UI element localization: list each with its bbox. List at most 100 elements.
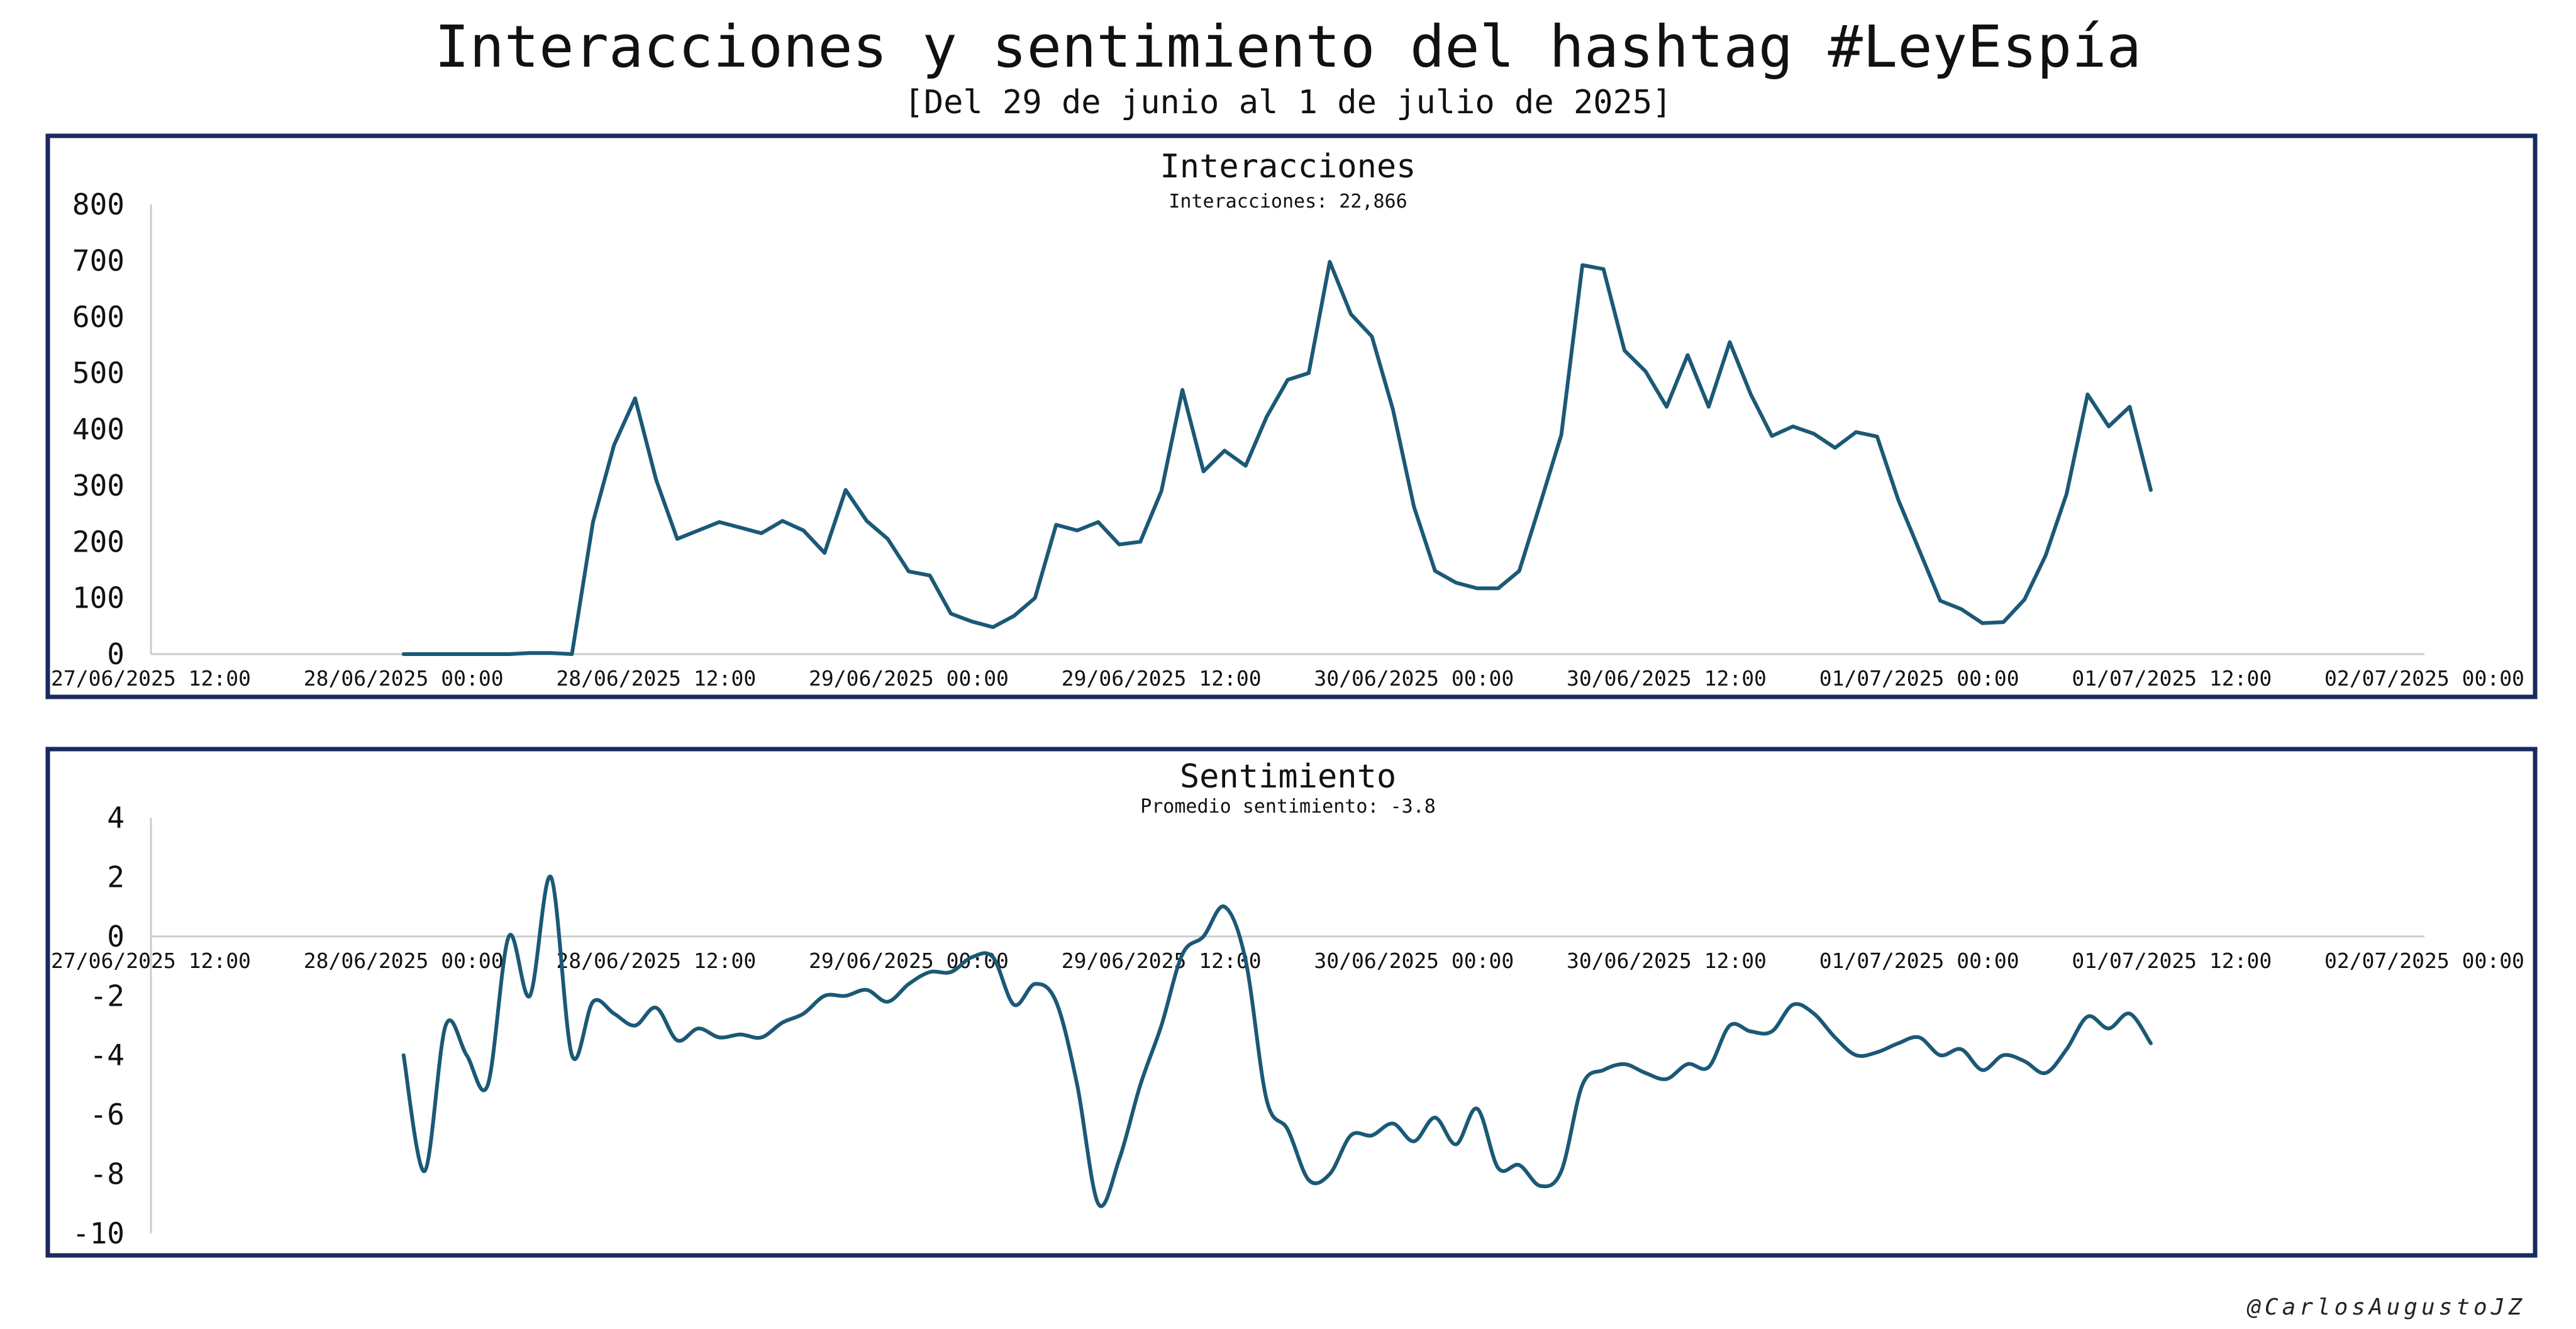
x-tick-label: 28/06/2025 00:00 [304,666,504,691]
data-point [970,620,973,623]
y-tick-label: -10 [72,1216,125,1250]
data-point [2045,1072,2046,1074]
data-point [1307,372,1310,374]
data-point [1497,1167,1499,1169]
data-point [1792,425,1794,428]
x-tick-label: 30/06/2025 00:00 [1314,666,1514,691]
y-tick-label: -8 [90,1157,125,1191]
data-point [1581,1084,1584,1086]
data-point [1181,389,1184,391]
data-point [676,1039,679,1042]
data-point [1265,416,1268,418]
data-point [1076,529,1079,531]
y-tick-label: -6 [90,1098,125,1132]
data-point [2150,1042,2152,1045]
data-point [1497,587,1499,589]
data-point [2002,621,2005,623]
sentiment-series [401,874,2153,1208]
data-point [1750,1030,1752,1033]
y-tick-label: -4 [90,1038,125,1072]
y-tick-label: 200 [72,525,125,559]
data-point [1518,1164,1521,1166]
data-point [1434,570,1436,572]
data-point [1055,1001,1057,1003]
data-point [465,653,468,655]
data-point [1770,1030,1773,1033]
interactions-chart-title: Interacciones [1160,148,1416,186]
data-point [2150,489,2152,491]
data-point [1539,503,1541,504]
data-point [676,538,679,540]
data-point [908,982,910,985]
data-point [1687,1063,1689,1065]
data-point [760,532,763,535]
data-point [1223,450,1226,452]
data-point [2045,555,2046,557]
data-point [570,1054,573,1057]
data-point [1939,599,1941,602]
x-tick-label: 02/07/2025 00:00 [2324,948,2524,973]
y-tick-label: 2 [107,860,125,894]
data-point [2128,406,2131,408]
data-point [1855,431,1857,433]
data-point [508,653,510,655]
data-point [1307,1179,1310,1181]
author-credit: @CarlosAugustoJZ [2247,1294,2526,1320]
interactions-series [401,260,2153,656]
data-point [1413,506,1415,508]
data-point [2128,1013,2131,1015]
data-point [1876,435,1879,438]
y-tick-label: 600 [72,300,125,334]
data-point [1960,1048,1963,1050]
data-point [1602,1069,1605,1071]
data-point [570,653,573,655]
data-point [487,1084,489,1086]
x-tick-label: 29/06/2025 12:00 [1062,948,1262,973]
data-point [592,521,594,523]
data-point [697,529,699,531]
data-point [634,1025,636,1026]
sentiment-ticks: -10 -8 -6 -4 -2 0 2 4 27/06/2025 12:00 28/06/2025… [51,801,2524,1250]
y-tick-label: 800 [72,187,125,221]
data-point [1455,582,1457,584]
data-point [802,1013,805,1015]
data-point [1687,354,1689,356]
data-point [1560,433,1563,436]
x-tick-label: 29/06/2025 12:00 [1062,666,1262,691]
data-point [1897,1042,1899,1045]
data-point [2065,492,2068,495]
data-point [1813,433,1815,435]
data-point [845,489,847,491]
data-point [1392,408,1394,411]
data-point [2107,425,2110,428]
data-point [1960,608,1963,610]
x-tick-label: 02/07/2025 00:00 [2324,666,2524,691]
y-tick-label: 500 [72,356,125,390]
data-point [1645,370,1646,372]
data-point [613,444,615,446]
x-tick-label: 27/06/2025 12:00 [51,948,251,973]
data-point [950,613,952,615]
data-point [1202,470,1205,472]
data-point [1034,597,1036,599]
data-point [970,956,973,959]
data-point [1855,1054,1857,1057]
data-point [1370,335,1373,338]
data-point [908,570,910,573]
data-point [929,971,931,973]
data-point [529,994,531,997]
data-point [1139,540,1141,543]
data-point [1013,614,1015,617]
page-subtitle: [Del 29 de junio al 1 de julio de 2025] [904,84,1672,121]
y-tick-label: 100 [72,581,125,615]
data-point [487,653,489,655]
data-point [739,1033,741,1036]
x-tick-label: 28/06/2025 12:00 [556,948,756,973]
data-point [1139,1084,1141,1086]
data-point [992,956,994,959]
x-tick-label: 01/07/2025 00:00 [1819,666,2019,691]
x-tick-label: 29/06/2025 00:00 [809,948,1009,973]
data-point [1602,268,1605,270]
x-tick-label: 30/06/2025 12:00 [1567,948,1767,973]
x-tick-label: 29/06/2025 00:00 [809,666,1009,691]
